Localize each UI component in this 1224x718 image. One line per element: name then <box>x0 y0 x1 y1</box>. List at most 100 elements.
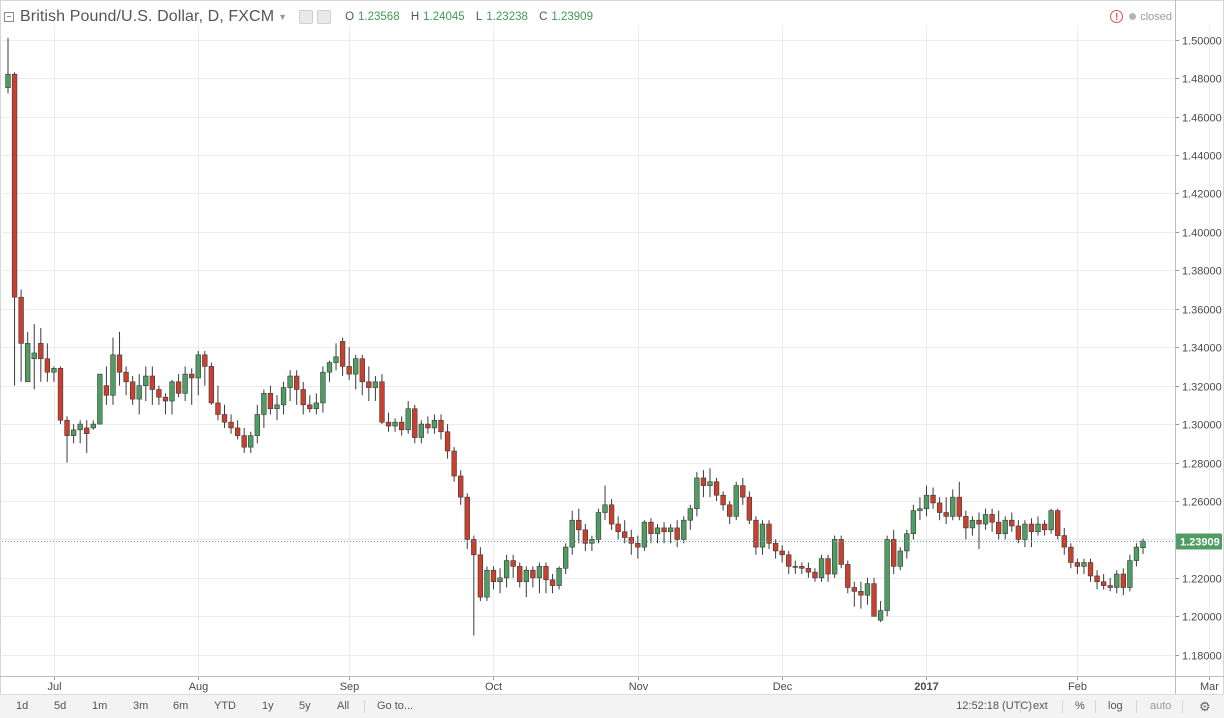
range-button-3m[interactable]: 3m <box>133 700 149 712</box>
candle-body <box>891 539 897 567</box>
candle-body <box>97 373 103 425</box>
candle-body <box>635 542 641 548</box>
range-button-1m[interactable]: 1m <box>92 700 108 712</box>
candle-body <box>274 404 280 410</box>
x-tick-label: Jul <box>47 681 61 693</box>
candle-body <box>248 435 254 448</box>
x-tick-label: Mar <box>1200 681 1219 693</box>
candle-body <box>713 481 720 496</box>
y-tick-label: 1.22000 <box>1182 574 1222 586</box>
candle-body <box>18 296 24 344</box>
candle-body <box>661 527 667 533</box>
ext-toggle[interactable]: ext <box>1033 700 1048 712</box>
candle-body <box>405 408 411 431</box>
collapse-legend-icon[interactable] <box>4 12 14 22</box>
range-button-6m[interactable]: 6m <box>173 700 189 712</box>
range-button-5y[interactable]: 5y <box>299 700 311 712</box>
ohlc-high-value: 1.24045 <box>423 11 465 23</box>
candle-body <box>694 477 700 509</box>
utc-clock[interactable]: 12:52:18 (UTC) <box>956 700 1032 712</box>
chevron-down-icon[interactable]: ▼ <box>278 12 288 22</box>
candle-body <box>398 421 405 431</box>
candle-body <box>622 531 628 538</box>
candle-body <box>451 450 457 477</box>
candle-body <box>871 583 877 617</box>
ohlc-close-key: C <box>539 11 548 23</box>
candle-body <box>366 381 372 388</box>
candle-body <box>674 527 680 540</box>
gear-icon[interactable]: ⚙ <box>1199 699 1211 714</box>
candle-body <box>156 389 162 398</box>
candle-body <box>503 560 510 579</box>
candle-body <box>136 385 142 400</box>
symbol-title[interactable]: British Pound/U.S. Dollar, D, FXCM <box>20 8 275 25</box>
eye-icon[interactable] <box>299 10 314 24</box>
candle-body <box>353 358 359 375</box>
range-button-all[interactable]: All <box>337 700 350 712</box>
range-button-1y[interactable]: 1y <box>262 700 274 712</box>
candle-body <box>536 566 543 579</box>
ohlc-close-value: 1.23909 <box>551 11 593 23</box>
candle-body <box>996 521 1002 534</box>
candle-body <box>372 381 379 388</box>
candle-body <box>733 485 739 517</box>
candle-body <box>602 504 608 513</box>
candle-body <box>25 343 31 383</box>
candle-body <box>1074 562 1081 567</box>
last-price-label: 1.23909 <box>1180 537 1220 549</box>
candle-body <box>530 569 536 579</box>
candle-body <box>300 389 306 406</box>
candle-body <box>287 375 293 388</box>
candle-body <box>189 373 195 379</box>
log-toggle[interactable]: log <box>1108 700 1123 712</box>
auto-toggle[interactable]: auto <box>1150 700 1172 712</box>
candle-body <box>845 564 851 588</box>
candle-body <box>38 343 44 360</box>
settings-icon[interactable] <box>317 10 332 24</box>
candle-body <box>523 569 529 583</box>
warning-icon[interactable]: ! <box>1110 10 1124 23</box>
candle-body <box>1015 525 1022 540</box>
candle-body <box>471 539 477 556</box>
range-button-ytd[interactable]: YTD <box>214 700 236 712</box>
candle-body <box>1022 523 1028 540</box>
candle-body <box>412 408 418 438</box>
chart-header: British Pound/U.S. Dollar, D, FXCM ▼ O 1.… <box>4 6 601 28</box>
candle-body <box>956 496 962 517</box>
candle-body <box>143 375 149 386</box>
candle-body <box>1127 560 1133 588</box>
candle-body <box>320 371 326 404</box>
candle-body <box>254 414 260 436</box>
ohlc-low-key: L <box>475 11 483 23</box>
candle-body <box>950 496 956 517</box>
candle-body <box>1107 585 1113 588</box>
candle-body <box>1100 581 1107 586</box>
candle-body <box>759 523 766 548</box>
percent-toggle[interactable]: % <box>1075 700 1085 712</box>
candle-body <box>687 508 693 521</box>
candle-body <box>359 358 365 383</box>
candle-body <box>333 356 339 363</box>
candle-body <box>654 527 661 534</box>
y-tick-label: 1.48000 <box>1182 74 1222 86</box>
candle-body <box>786 554 792 567</box>
candle-body <box>851 587 857 592</box>
range-button-5d[interactable]: 5d <box>54 700 67 712</box>
candle-body <box>989 514 995 523</box>
y-tick-label: 1.34000 <box>1182 343 1222 355</box>
candle-body <box>707 481 713 486</box>
ohlc-open-key: O <box>345 11 355 23</box>
y-tick-label: 1.40000 <box>1182 228 1222 240</box>
y-tick-label: 1.30000 <box>1182 420 1222 432</box>
candle-body <box>897 550 903 567</box>
candle-body <box>792 566 798 568</box>
y-tick-label: 1.36000 <box>1182 305 1222 317</box>
candle-body <box>497 577 503 583</box>
goto-button[interactable]: Go to... <box>377 700 414 712</box>
candle-body <box>444 431 451 452</box>
range-button-1d[interactable]: 1d <box>16 700 29 712</box>
candle-body <box>1035 523 1041 533</box>
x-tick-label: Sep <box>340 681 360 693</box>
candle-body <box>169 381 175 402</box>
